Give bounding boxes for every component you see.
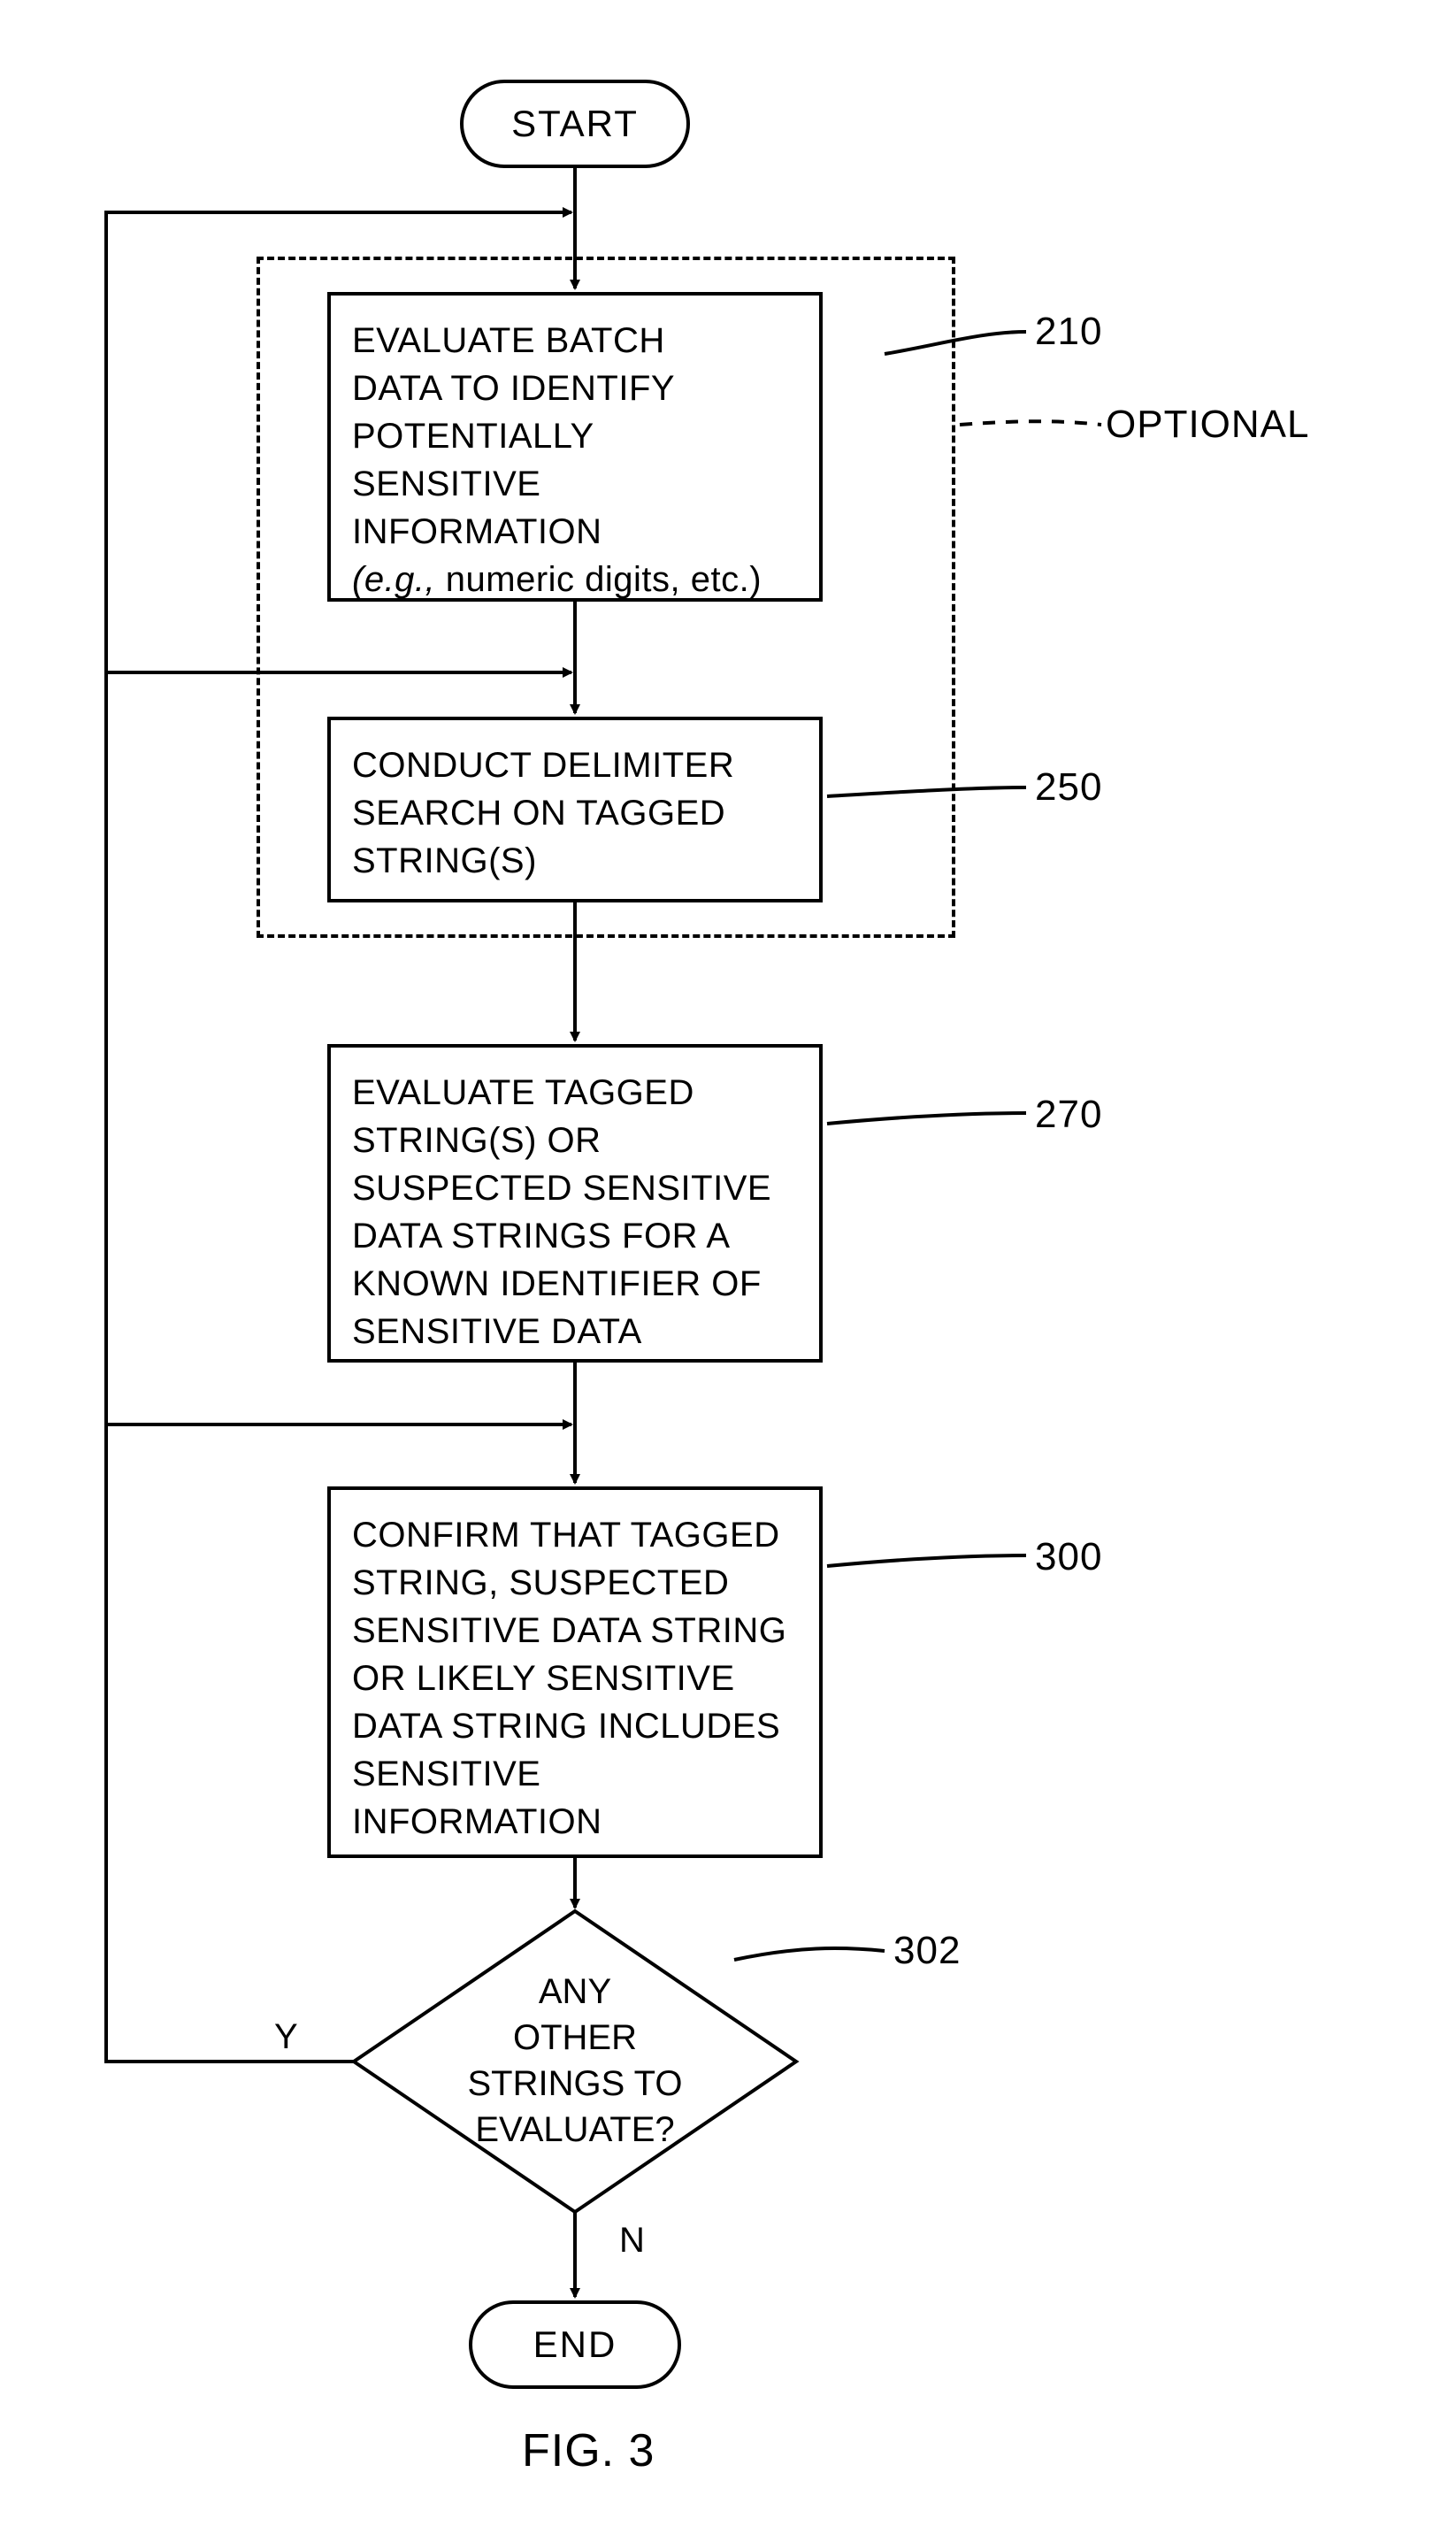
process-300-line: DATA STRING INCLUDES xyxy=(352,1702,798,1750)
process-300-line: OR LIKELY SENSITIVE xyxy=(352,1655,798,1702)
decision-line: ANY xyxy=(460,1969,690,2015)
process-270-line: EVALUATE TAGGED xyxy=(352,1069,798,1117)
process-210-line: SENSITIVE xyxy=(352,460,798,508)
figure-label: FIG. 3 xyxy=(522,2424,655,2477)
process-300-line: STRING, SUSPECTED xyxy=(352,1559,798,1607)
process-210-tail-rest: numeric digits, etc.) xyxy=(435,560,762,599)
ref-210: 210 xyxy=(1035,310,1102,354)
decision-302-text: ANY OTHER STRINGS TO EVALUATE? xyxy=(460,1969,690,2153)
process-210-line: DATA TO IDENTIFY xyxy=(352,365,798,412)
start-label: START xyxy=(511,103,639,145)
process-270: EVALUATE TAGGED STRING(S) OR SUSPECTED S… xyxy=(327,1044,823,1363)
end-label: END xyxy=(533,2323,617,2366)
process-300-line: CONFIRM THAT TAGGED xyxy=(352,1511,798,1559)
process-210: EVALUATE BATCH DATA TO IDENTIFY POTENTIA… xyxy=(327,292,823,602)
process-250-line: CONDUCT DELIMITER xyxy=(352,741,798,789)
process-270-line: KNOWN IDENTIFIER OF xyxy=(352,1260,798,1308)
process-270-line: STRING(S) OR xyxy=(352,1117,798,1164)
end-terminator: END xyxy=(469,2300,681,2389)
process-300-line: SENSITIVE DATA STRING xyxy=(352,1607,798,1655)
decision-line: STRINGS TO xyxy=(460,2061,690,2107)
process-250-line: SEARCH ON TAGGED xyxy=(352,789,798,837)
process-300-line: INFORMATION xyxy=(352,1798,798,1846)
ref-250: 250 xyxy=(1035,765,1102,810)
decision-yes-label: Y xyxy=(274,2017,298,2057)
process-210-line: EVALUATE BATCH xyxy=(352,317,798,365)
ref-302: 302 xyxy=(893,1929,961,1973)
decision-line: EVALUATE? xyxy=(460,2107,690,2153)
ref-270: 270 xyxy=(1035,1093,1102,1137)
process-270-line: DATA STRINGS FOR A xyxy=(352,1212,798,1260)
ref-300: 300 xyxy=(1035,1535,1102,1579)
process-210-tail: (e.g., numeric digits, etc.) xyxy=(352,556,798,603)
start-terminator: START xyxy=(460,80,690,168)
process-300: CONFIRM THAT TAGGED STRING, SUSPECTED SE… xyxy=(327,1486,823,1858)
process-210-tail-italic: (e.g., xyxy=(352,560,435,599)
process-250-line: STRING(S) xyxy=(352,837,798,885)
process-210-line: POTENTIALLY xyxy=(352,412,798,460)
optional-label: OPTIONAL xyxy=(1106,403,1310,447)
process-270-line: SENSITIVE DATA xyxy=(352,1308,798,1355)
process-250: CONDUCT DELIMITER SEARCH ON TAGGED STRIN… xyxy=(327,717,823,902)
flowchart-canvas: START EVALUATE BATCH DATA TO IDENTIFY PO… xyxy=(0,0,1456,2534)
process-270-line: SUSPECTED SENSITIVE xyxy=(352,1164,798,1212)
process-300-line: SENSITIVE xyxy=(352,1750,798,1798)
decision-line: OTHER xyxy=(460,2015,690,2061)
process-210-line: INFORMATION xyxy=(352,508,798,556)
decision-no-label: N xyxy=(619,2221,645,2261)
